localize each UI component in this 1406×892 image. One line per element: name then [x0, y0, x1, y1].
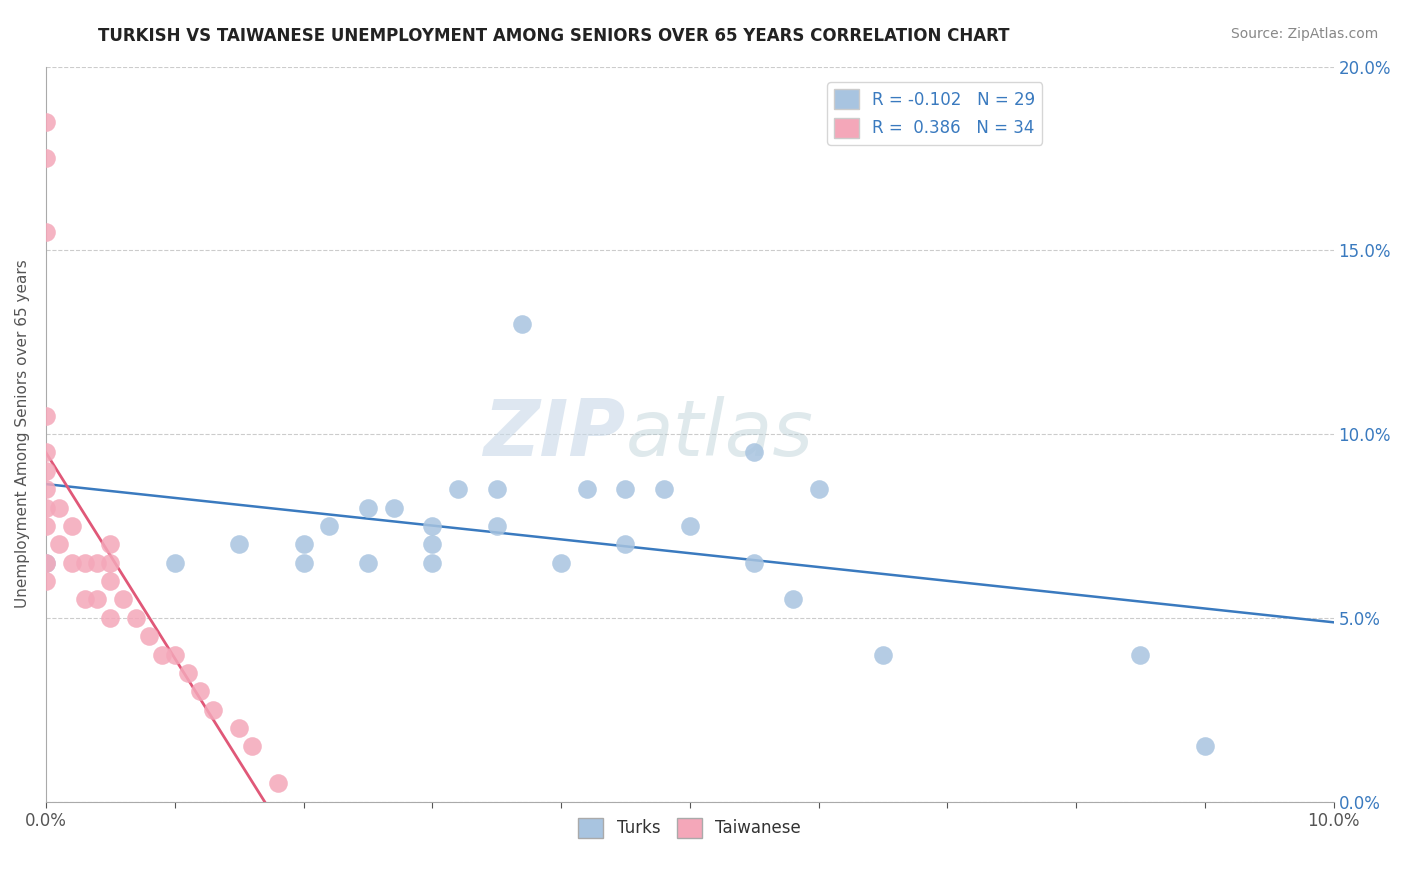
Point	[292, 537, 315, 551]
Point	[35, 500, 58, 515]
Point	[35, 556, 58, 570]
Point	[35, 409, 58, 423]
Point	[240, 739, 263, 754]
Point	[512, 317, 534, 331]
Point	[742, 445, 765, 459]
Point	[485, 482, 508, 496]
Point	[1129, 648, 1152, 662]
Point	[98, 537, 121, 551]
Point	[420, 556, 443, 570]
Point	[614, 537, 637, 551]
Point	[485, 519, 508, 533]
Point	[318, 519, 340, 533]
Y-axis label: Unemployment Among Seniors over 65 years: Unemployment Among Seniors over 65 years	[15, 260, 30, 608]
Text: atlas: atlas	[626, 396, 813, 472]
Point	[742, 556, 765, 570]
Point	[652, 482, 675, 496]
Point	[35, 482, 58, 496]
Point	[35, 225, 58, 239]
Point	[872, 648, 894, 662]
Point	[267, 776, 290, 790]
Point	[35, 574, 58, 588]
Point	[48, 500, 70, 515]
Point	[35, 152, 58, 166]
Point	[807, 482, 830, 496]
Point	[420, 519, 443, 533]
Point	[382, 500, 405, 515]
Point	[420, 537, 443, 551]
Point	[679, 519, 702, 533]
Point	[86, 592, 108, 607]
Point	[228, 721, 250, 735]
Point	[73, 556, 96, 570]
Point	[176, 665, 198, 680]
Point	[292, 556, 315, 570]
Point	[138, 629, 160, 643]
Text: ZIP: ZIP	[484, 396, 626, 472]
Point	[550, 556, 572, 570]
Point	[357, 556, 380, 570]
Point	[125, 611, 148, 625]
Point	[73, 592, 96, 607]
Point	[190, 684, 212, 698]
Point	[35, 114, 58, 128]
Point	[98, 611, 121, 625]
Point	[202, 703, 225, 717]
Point	[98, 556, 121, 570]
Point	[98, 574, 121, 588]
Point	[447, 482, 470, 496]
Point	[228, 537, 250, 551]
Point	[357, 500, 380, 515]
Text: Source: ZipAtlas.com: Source: ZipAtlas.com	[1230, 27, 1378, 41]
Point	[575, 482, 598, 496]
Point	[35, 445, 58, 459]
Point	[60, 556, 83, 570]
Point	[35, 556, 58, 570]
Point	[48, 537, 70, 551]
Point	[35, 519, 58, 533]
Point	[150, 648, 173, 662]
Point	[60, 519, 83, 533]
Point	[86, 556, 108, 570]
Point	[614, 482, 637, 496]
Point	[112, 592, 135, 607]
Point	[163, 648, 186, 662]
Point	[163, 556, 186, 570]
Point	[1194, 739, 1216, 754]
Legend: Turks, Taiwanese: Turks, Taiwanese	[572, 811, 808, 845]
Point	[35, 464, 58, 478]
Text: TURKISH VS TAIWANESE UNEMPLOYMENT AMONG SENIORS OVER 65 YEARS CORRELATION CHART: TURKISH VS TAIWANESE UNEMPLOYMENT AMONG …	[98, 27, 1010, 45]
Point	[782, 592, 804, 607]
